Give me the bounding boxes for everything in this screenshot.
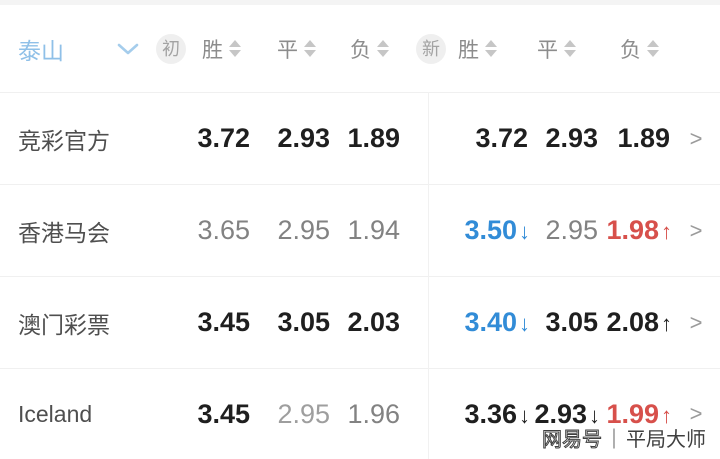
latest-odds-badge: 新 (416, 33, 446, 64)
chevron-down-icon (117, 43, 139, 54)
trend-down-arrow: ↓ (519, 311, 530, 336)
odds-latest-win: 3.36↓ (464, 398, 530, 429)
row-detail-chevron[interactable]: > (689, 309, 703, 335)
bookmaker-row-hkjc[interactable]: 香港马会 3.65 2.95 1.94 3.50↓ 2.95 1.98↑ > (0, 184, 720, 276)
trend-up-arrow: ↑ (661, 311, 672, 336)
sort-arrows-icon (229, 40, 241, 57)
sort-arrows-icon (377, 40, 389, 57)
row-detail-chevron[interactable]: > (689, 125, 703, 151)
bookmaker-name: 竞彩官方 (18, 127, 110, 154)
odds-latest-lose: 1.89 (617, 123, 670, 153)
sort-arrows-icon (304, 40, 316, 57)
odds-initial-win: 3.65 (197, 215, 250, 245)
sort-latest-draw[interactable]: 平 (537, 34, 576, 64)
odds-latest-lose: 1.99↑ (606, 398, 672, 429)
odds-latest-draw: 3.05 (545, 307, 598, 337)
odds-initial-lose: 1.89 (347, 123, 400, 153)
column-group-divider (428, 92, 429, 459)
column-label: 负 (350, 38, 371, 62)
odds-table-body: 竞彩官方 3.72 2.93 1.89 3.72 2.93 1.89 > 香港马… (0, 92, 720, 459)
odds-initial-draw: 2.93 (277, 123, 330, 153)
trend-down-arrow: ↓ (519, 402, 530, 428)
initial-odds-badge: 初 (156, 33, 186, 64)
odds-latest-draw: 2.93↓ (534, 398, 600, 429)
odds-initial-win: 3.45 (197, 398, 250, 429)
bookmaker-row-iceland[interactable]: Iceland 3.45 2.95 1.96 3.36↓ 2.93↓ 1.99↑… (0, 368, 720, 459)
odds-initial-win: 3.45 (197, 307, 250, 337)
column-label: 胜 (202, 38, 223, 62)
sort-arrows-icon (564, 40, 576, 57)
column-label: 平 (277, 38, 298, 62)
sort-latest-lose[interactable]: 负 (620, 34, 659, 64)
column-label: 胜 (458, 38, 479, 62)
team-name: 泰山 (18, 37, 64, 64)
row-detail-chevron[interactable]: > (689, 401, 703, 426)
odds-latest-lose: 2.08↑ (606, 307, 672, 337)
row-detail-chevron[interactable]: > (689, 217, 703, 243)
odds-initial-lose: 1.96 (347, 398, 400, 429)
sort-initial-draw[interactable]: 平 (277, 34, 316, 64)
bookmaker-name: 澳门彩票 (18, 311, 110, 338)
bookmaker-name: 香港马会 (18, 219, 110, 246)
top-divider (0, 0, 720, 5)
odds-latest-win: 3.40↓ (464, 307, 530, 337)
odds-latest-win: 3.72 (475, 123, 528, 153)
odds-initial-draw: 2.95 (277, 398, 330, 429)
odds-initial-win: 3.72 (197, 123, 250, 153)
bookmaker-row-macau[interactable]: 澳门彩票 3.45 3.05 2.03 3.40↓ 3.05 2.08↑ > (0, 276, 720, 368)
trend-down-arrow: ↓ (519, 219, 530, 244)
bookmaker-row-jingcai[interactable]: 竞彩官方 3.72 2.93 1.89 3.72 2.93 1.89 > (0, 92, 720, 184)
trend-up-arrow: ↑ (661, 402, 672, 428)
trend-up-arrow: ↑ (661, 219, 672, 244)
sort-initial-lose[interactable]: 负 (350, 34, 389, 64)
bookmaker-name: Iceland (18, 400, 93, 427)
odds-latest-draw: 2.95 (545, 215, 598, 245)
sort-arrows-icon (485, 40, 497, 57)
sort-latest-win[interactable]: 胜 (458, 34, 497, 64)
team-selector-dropdown[interactable]: 泰山 (18, 32, 140, 66)
column-label: 负 (620, 38, 641, 62)
column-label: 平 (537, 38, 558, 62)
odds-initial-lose: 1.94 (347, 215, 400, 245)
trend-down-arrow: ↓ (589, 402, 600, 428)
odds-initial-draw: 3.05 (277, 307, 330, 337)
odds-latest-win: 3.50↓ (464, 215, 530, 245)
sort-arrows-icon (647, 40, 659, 57)
sort-initial-win[interactable]: 胜 (202, 34, 241, 64)
odds-latest-lose: 1.98↑ (606, 215, 672, 245)
odds-latest-draw: 2.93 (545, 123, 598, 153)
odds-initial-draw: 2.95 (277, 215, 330, 245)
odds-initial-lose: 2.03 (347, 307, 400, 337)
table-header: 泰山 初 胜 平 负 新 胜 平 负 (0, 5, 720, 92)
